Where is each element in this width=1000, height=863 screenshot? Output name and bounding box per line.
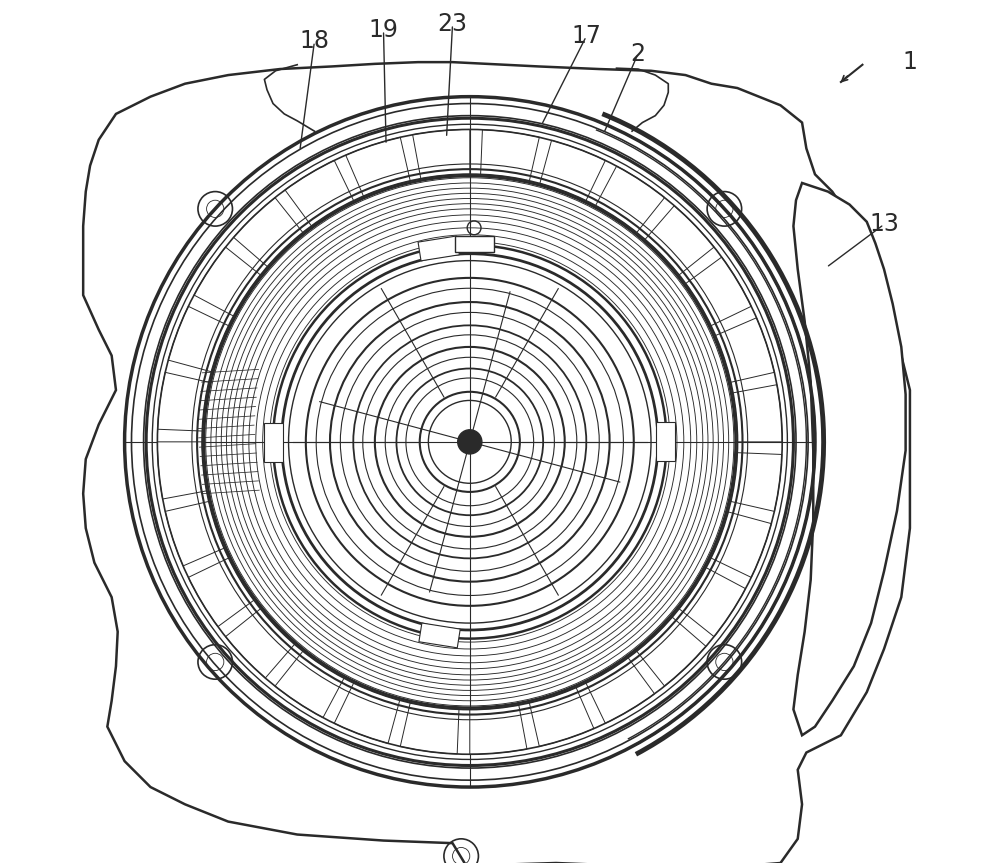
- Polygon shape: [285, 161, 354, 226]
- Polygon shape: [334, 683, 400, 743]
- Bar: [264, 423, 283, 462]
- Bar: [418, 236, 459, 261]
- Polygon shape: [275, 651, 344, 718]
- Polygon shape: [234, 198, 303, 267]
- Polygon shape: [481, 129, 539, 181]
- Text: 2: 2: [631, 41, 646, 66]
- Polygon shape: [686, 257, 751, 325]
- Circle shape: [458, 430, 482, 454]
- Polygon shape: [529, 688, 594, 746]
- Text: 1: 1: [902, 50, 917, 74]
- Polygon shape: [157, 442, 207, 499]
- Polygon shape: [596, 166, 665, 233]
- Polygon shape: [346, 137, 410, 196]
- Polygon shape: [679, 568, 746, 637]
- Polygon shape: [168, 306, 229, 372]
- Text: 18: 18: [299, 29, 329, 54]
- Polygon shape: [645, 205, 714, 275]
- Polygon shape: [194, 247, 261, 316]
- Polygon shape: [226, 608, 295, 678]
- Polygon shape: [470, 705, 527, 754]
- Polygon shape: [711, 512, 771, 577]
- Polygon shape: [400, 702, 459, 754]
- Polygon shape: [83, 62, 910, 863]
- Polygon shape: [637, 617, 706, 686]
- Text: 17: 17: [571, 24, 601, 48]
- Polygon shape: [715, 318, 774, 382]
- Polygon shape: [158, 372, 209, 431]
- Bar: [455, 236, 494, 252]
- Text: 23: 23: [438, 12, 468, 36]
- Polygon shape: [731, 453, 782, 512]
- Polygon shape: [165, 501, 224, 566]
- Text: 19: 19: [369, 18, 398, 42]
- Polygon shape: [413, 129, 470, 179]
- Polygon shape: [793, 183, 906, 735]
- Circle shape: [463, 435, 477, 449]
- Bar: [419, 623, 460, 648]
- Text: 13: 13: [869, 212, 899, 236]
- Polygon shape: [540, 141, 605, 201]
- Bar: [656, 422, 675, 461]
- Polygon shape: [733, 385, 782, 442]
- Polygon shape: [188, 558, 254, 627]
- Polygon shape: [586, 658, 655, 723]
